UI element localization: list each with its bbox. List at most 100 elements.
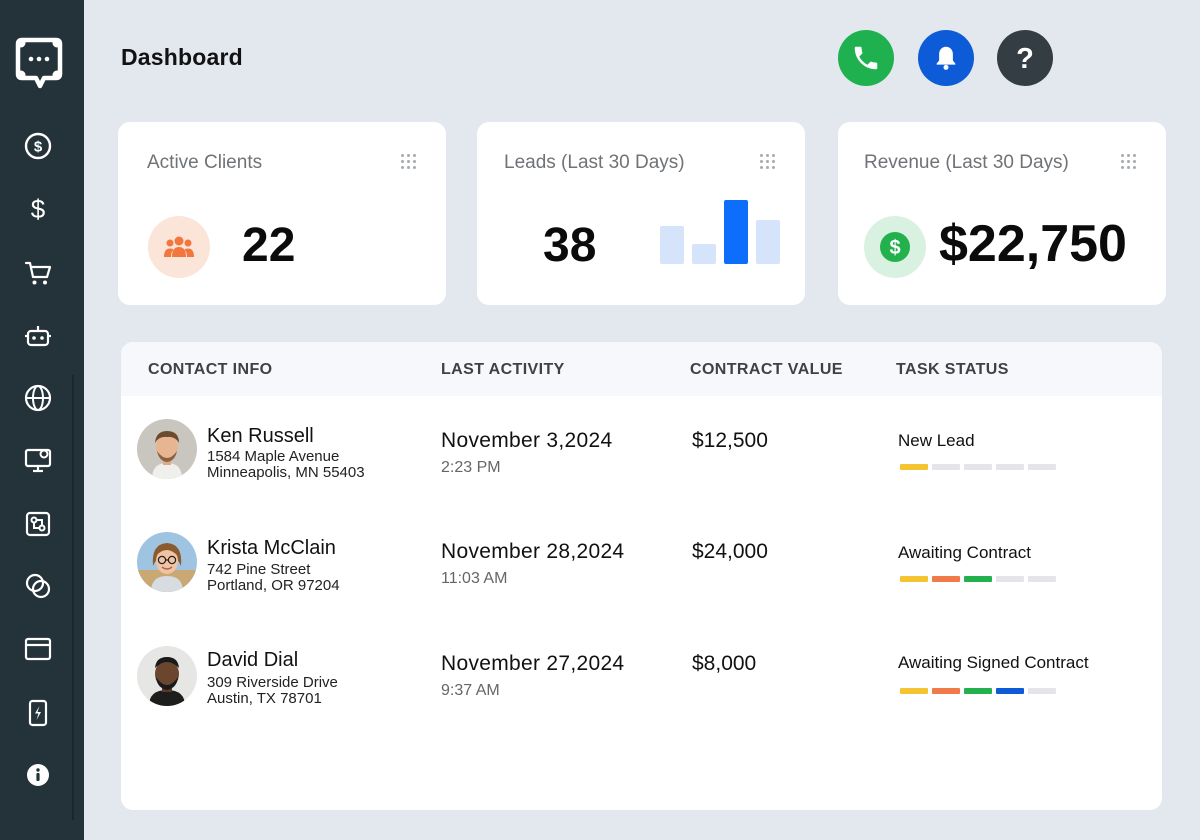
activity-time: 9:37 AM	[441, 682, 500, 699]
status-segment	[964, 464, 992, 470]
dollar-icon: $	[31, 194, 46, 224]
phone-button[interactable]	[838, 30, 894, 86]
revenue-card: Revenue (Last 30 Days) $ $22,750	[838, 122, 1166, 305]
activity-date: November 3,2024	[441, 429, 613, 452]
notifications-button[interactable]	[918, 30, 974, 86]
leads-mini-chart	[660, 200, 780, 264]
cart-icon	[24, 261, 52, 285]
dollar-circle-icon: $	[24, 132, 52, 160]
card-label: Revenue (Last 30 Days)	[864, 152, 1069, 173]
activity-date: November 28,2024	[441, 540, 625, 563]
contacts-table: CONTACT INFO LAST ACTIVITY CONTRACT VALU…	[121, 342, 1162, 810]
task-status-label: Awaiting Contract	[898, 543, 1031, 562]
svg-text:?: ?	[1016, 43, 1034, 73]
app-logo-icon[interactable]	[14, 36, 64, 90]
leads-bar	[724, 200, 748, 264]
status-segment	[932, 688, 960, 694]
bolt-icon	[28, 699, 48, 727]
globe-icon	[24, 384, 52, 412]
drag-handle-icon[interactable]	[760, 154, 776, 170]
task-status-progress	[900, 464, 1060, 470]
contact-address-line2: Portland, OR 97204	[207, 577, 340, 594]
sidebar-scrollbar[interactable]	[72, 375, 74, 820]
column-header-activity[interactable]: LAST ACTIVITY	[441, 361, 565, 378]
sidebar-item-pages[interactable]	[20, 631, 56, 667]
sidebar-item-automation[interactable]	[20, 318, 56, 354]
contact-address-line2: Minneapolis, MN 55403	[207, 464, 365, 481]
avatar	[137, 419, 197, 479]
contact-address-line1: 309 Riverside Drive	[207, 674, 338, 691]
activity-time: 2:23 PM	[441, 459, 501, 476]
card-label: Active Clients	[147, 152, 263, 173]
sidebar-item-workflows[interactable]	[20, 506, 56, 542]
bell-icon	[936, 46, 956, 70]
status-segment	[996, 464, 1024, 470]
robot-icon	[25, 326, 51, 347]
contact-name[interactable]: Krista McClain	[207, 537, 336, 559]
page-title: Dashboard	[121, 44, 243, 70]
sidebar-item-payments[interactable]: $	[20, 128, 56, 164]
overlap-icon	[25, 573, 51, 599]
status-segment	[1028, 464, 1056, 470]
svg-text:$: $	[31, 194, 46, 224]
revenue-value: $22,750	[939, 215, 1127, 273]
status-segment	[996, 688, 1024, 694]
contact-address-line1: 742 Pine Street	[207, 561, 311, 578]
leads-bar	[660, 226, 684, 264]
contact-name[interactable]: David Dial	[207, 649, 299, 671]
clients-icon	[148, 216, 210, 278]
status-segment	[964, 576, 992, 582]
sidebar-item-billing[interactable]: $	[20, 191, 56, 227]
status-segment	[900, 688, 928, 694]
status-segment	[1028, 688, 1056, 694]
avatar	[137, 532, 197, 592]
sidebar-item-integrations[interactable]	[20, 568, 56, 604]
status-segment	[900, 464, 928, 470]
contact-address-line2: Austin, TX 78701	[207, 690, 322, 707]
phone-icon	[854, 46, 878, 70]
status-segment	[964, 688, 992, 694]
leads-bar	[692, 244, 716, 264]
table-row[interactable]: Ken Russell 1584 Maple Avenue Minneapoli…	[121, 396, 1162, 508]
table-row[interactable]: David Dial 309 Riverside Drive Austin, T…	[121, 620, 1162, 732]
sidebar-item-info[interactable]	[20, 757, 56, 793]
status-segment	[932, 464, 960, 470]
contact-address-line1: 1584 Maple Avenue	[207, 448, 340, 465]
leads-card: Leads (Last 30 Days) 38	[477, 122, 805, 305]
status-segment	[1028, 576, 1056, 582]
revenue-icon: $	[864, 216, 926, 278]
task-status-label: New Lead	[898, 431, 975, 450]
card-label: Leads (Last 30 Days)	[504, 152, 685, 173]
status-segment	[900, 576, 928, 582]
leads-value: 38	[543, 219, 597, 272]
active-clients-value: 22	[242, 219, 296, 272]
table-header: CONTACT INFO LAST ACTIVITY CONTRACT VALU…	[121, 342, 1162, 396]
status-segment	[932, 576, 960, 582]
activity-time: 11:03 AM	[441, 570, 508, 587]
drag-handle-icon[interactable]	[1121, 154, 1137, 170]
task-status-progress	[900, 688, 1060, 694]
column-header-contact[interactable]: CONTACT INFO	[148, 361, 273, 378]
workflow-icon	[25, 511, 51, 537]
contact-name[interactable]: Ken Russell	[207, 425, 314, 447]
sidebar: $ $	[0, 0, 84, 840]
sidebar-item-mobile[interactable]	[20, 695, 56, 731]
sidebar-item-reputation[interactable]	[20, 442, 56, 478]
svg-text:$: $	[889, 237, 900, 259]
sidebar-item-store[interactable]	[20, 255, 56, 291]
contract-value: $12,500	[692, 429, 768, 452]
contract-value: $24,000	[692, 540, 768, 563]
column-header-value[interactable]: CONTRACT VALUE	[690, 361, 843, 378]
leads-bar	[756, 220, 780, 264]
sidebar-item-sites[interactable]	[20, 380, 56, 416]
avatar	[137, 646, 197, 706]
table-row[interactable]: Krista McClain 742 Pine Street Portland,…	[121, 508, 1162, 620]
monitor-icon	[24, 448, 52, 473]
browser-icon	[24, 637, 52, 661]
status-segment	[996, 576, 1024, 582]
help-button[interactable]: ?	[997, 30, 1053, 86]
active-clients-card: Active Clients 22	[118, 122, 446, 305]
task-status-label: Awaiting Signed Contract	[898, 653, 1089, 672]
drag-handle-icon[interactable]	[401, 154, 417, 170]
column-header-status[interactable]: TASK STATUS	[896, 361, 1009, 378]
